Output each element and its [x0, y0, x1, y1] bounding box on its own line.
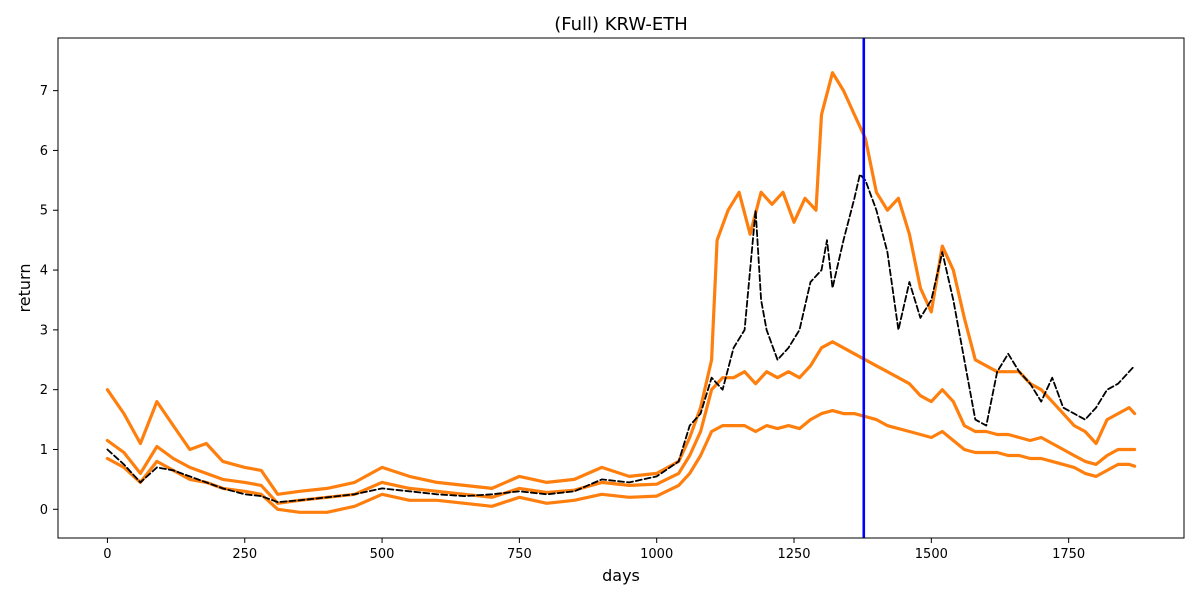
plot-frame — [57, 37, 1185, 539]
x-tick-label: 1500 — [915, 547, 948, 562]
y-tick-label: 0 — [40, 503, 48, 518]
x-tick-label: 750 — [507, 547, 532, 562]
chart-title: (Full) KRW-ETH — [554, 14, 688, 35]
y-tick-label: 2 — [40, 383, 48, 398]
series-line-band-2 — [105, 340, 1137, 505]
y-tick-label: 5 — [40, 204, 48, 219]
x-axis-label: days — [602, 566, 640, 585]
plot-area — [105, 38, 1137, 538]
y-tick-label: 3 — [40, 323, 48, 338]
x-tick-label: 250 — [232, 547, 257, 562]
series-line-actual — [106, 173, 1136, 504]
x-tick-label: 1250 — [777, 547, 810, 562]
series-line-band-3 — [105, 409, 1137, 514]
x-tick-label: 1750 — [1052, 547, 1085, 562]
y-tick-label: 7 — [40, 84, 48, 99]
y-tick-label: 6 — [40, 144, 48, 159]
y-axis: 0 1 2 3 4 5 6 7 — [40, 84, 58, 518]
y-tick-label: 1 — [40, 443, 48, 458]
y-tick-label: 4 — [40, 264, 48, 279]
x-tick-label: 0 — [103, 547, 111, 562]
x-tick-label: 500 — [370, 547, 395, 562]
series-line-band-1 — [105, 71, 1137, 496]
y-axis-label: return — [15, 264, 34, 313]
x-axis: 0 250 500 750 1000 1250 1500 1750 — [103, 538, 1085, 562]
x-tick-label: 1000 — [640, 547, 673, 562]
